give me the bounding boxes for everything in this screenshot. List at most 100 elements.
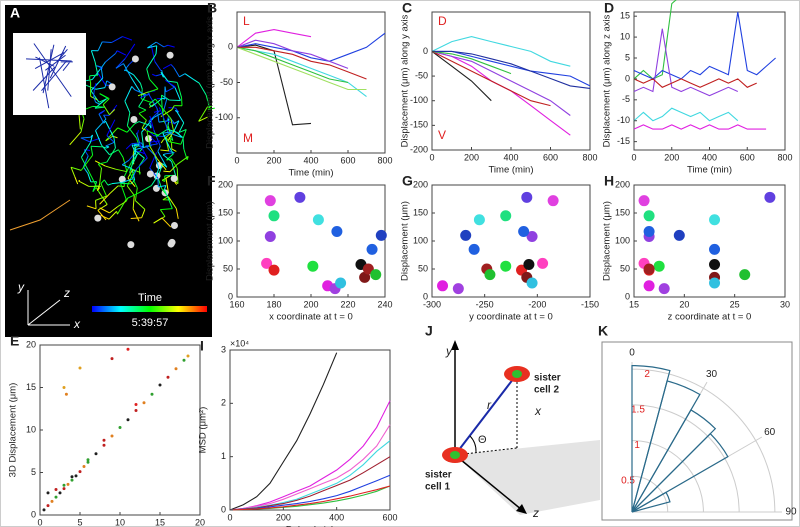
y-tick-label: 20: [26, 339, 36, 349]
trajectory-segment: [139, 185, 152, 193]
trajectory-segment: [127, 191, 140, 199]
point: [66, 482, 70, 486]
y-tick-label: 150: [615, 207, 630, 217]
series-line: [633, 11, 776, 80]
trajectory-segment: [170, 118, 175, 132]
point: [359, 271, 371, 283]
series-line: [229, 485, 391, 511]
y-axis-label: Displacement (μm) along x axis: [205, 16, 216, 149]
y-tick-label: 50: [223, 263, 233, 273]
series-line: [633, 0, 677, 80]
axis-indicator: [27, 299, 61, 326]
trajectory-segment: [166, 115, 170, 122]
trajectory-segment: [165, 86, 176, 93]
trajectory-segment: [135, 137, 140, 146]
cell-sphere: [130, 115, 138, 123]
trajectory-segment: [127, 177, 136, 187]
x-tick-label: 800: [582, 152, 597, 162]
r-tick-label: 1.5: [631, 405, 645, 416]
trajectory-segment: [82, 166, 89, 174]
series-line: [229, 400, 391, 511]
point: [62, 483, 66, 487]
annotation: D: [438, 14, 447, 28]
point: [134, 403, 138, 406]
cell-label: sister: [534, 373, 561, 384]
trajectory-segment: [173, 120, 180, 132]
trajectory-segment: [70, 166, 82, 171]
trajectory-segment: [138, 106, 147, 111]
trajectory-segment: [158, 184, 166, 188]
point: [294, 191, 306, 203]
trajectory-segment: [102, 146, 107, 149]
trajectory-segment: [102, 98, 110, 105]
trajectory-segment: [167, 131, 175, 142]
point: [307, 260, 319, 272]
trajectory-segment: [160, 139, 164, 144]
trajectory-segment: [174, 87, 181, 101]
point: [468, 243, 480, 255]
trajectory-segment: [123, 64, 130, 71]
trajectory-segment: [99, 93, 110, 100]
rose-bar: [631, 491, 671, 513]
trajectory-segment: [126, 185, 135, 196]
trajectory-segment: [98, 97, 109, 103]
y-tick-label: 0: [625, 73, 630, 83]
plot-area: [236, 29, 386, 126]
point: [437, 280, 449, 292]
trajectory-segment: [90, 77, 104, 92]
trajectory-segment: [97, 209, 107, 221]
y-tick-label: 3: [221, 344, 226, 354]
y-tick-label: -10: [617, 115, 630, 125]
point: [523, 259, 535, 271]
x-tick-label: 15: [629, 299, 639, 309]
trajectory-segment: [192, 78, 200, 84]
point: [102, 443, 106, 447]
plot-frame: [633, 11, 786, 151]
trajectory-segment: [141, 120, 147, 129]
trajectory-segment: [176, 156, 189, 165]
trajectory-segment: [146, 68, 150, 80]
x-tick-label: 400: [329, 512, 344, 522]
trajectory-segment: [138, 113, 147, 121]
rose-bar: [631, 380, 701, 513]
arrow-head: [451, 340, 459, 350]
trajectory-segment: [135, 150, 145, 159]
cell-label: sister: [425, 470, 452, 481]
trajectory-segment: [138, 143, 148, 159]
trajectory-segment: [140, 142, 144, 147]
series-line: [237, 46, 367, 80]
panel-label: B: [207, 0, 217, 16]
y-tick-label: 50: [620, 263, 630, 273]
point: [673, 229, 685, 241]
trajectory-segment: [132, 208, 140, 222]
trajectory-segment: [168, 141, 182, 145]
y-axis-label: Displacement (μm): [400, 201, 411, 281]
trajectory-segment: [100, 66, 104, 79]
trajectory-segment: [157, 151, 168, 168]
x-tick-label: 10: [115, 517, 125, 527]
trajectory-segment: [171, 148, 177, 152]
r-vector: [454, 373, 518, 456]
x-tick-label: 200: [303, 299, 318, 309]
trajectory-segment: [139, 83, 143, 90]
point: [166, 375, 170, 379]
trajectory-segment: [99, 167, 102, 185]
y-tick-label: 100: [413, 235, 428, 245]
trajectory-segment: [178, 129, 187, 133]
y-tick-label: 200: [413, 179, 428, 189]
point: [62, 386, 66, 389]
trajectory-segment: [111, 181, 123, 185]
trajectory-segment: [103, 114, 107, 120]
cell-sphere: [127, 241, 135, 249]
trajectory-segment: [98, 161, 107, 165]
trajectory-segment: [177, 132, 183, 138]
trajectory-segment: [95, 130, 102, 146]
trajectory-segment: [95, 87, 106, 90]
trajectory-segment: [176, 82, 183, 98]
point: [366, 243, 378, 255]
trajectory-segment: [100, 214, 110, 220]
y-axis-label: MSD (μm²): [198, 407, 209, 454]
trajectory-segment: [104, 80, 108, 88]
trajectory-segment: [128, 60, 134, 65]
point: [500, 260, 512, 272]
